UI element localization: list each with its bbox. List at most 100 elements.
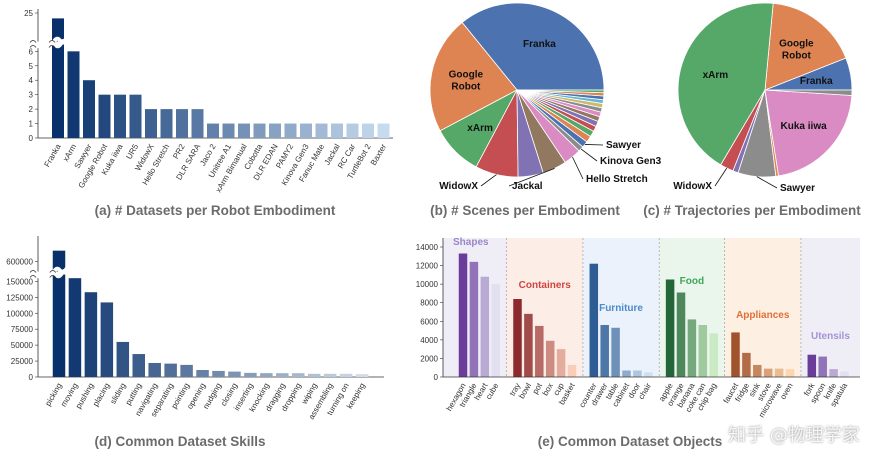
slice-label: Google Robot [779, 38, 814, 61]
bar [763, 368, 773, 377]
bar [633, 370, 642, 377]
slice-label: Google Robot [449, 70, 484, 93]
bar [253, 123, 266, 138]
group-label: Containers [519, 280, 572, 291]
bar [67, 51, 80, 139]
bar [284, 123, 297, 138]
bar [307, 373, 321, 377]
slice-label: Franka [800, 76, 833, 87]
bar [818, 356, 827, 377]
bar [116, 341, 130, 377]
y-tick-label: 0 [29, 134, 34, 143]
chart-e-dataset-objects: ShapeshexagontriangleheartcubeContainers… [416, 237, 860, 449]
bar [83, 80, 95, 138]
pie-slice [429, 21, 518, 132]
bar [731, 332, 740, 377]
bar [98, 94, 111, 138]
y-tick-label: 1 [29, 120, 34, 129]
y-tick-label: 2000 [420, 354, 438, 363]
y-tick-label: 150000 [6, 277, 33, 286]
bar [346, 123, 359, 138]
leader-line [480, 174, 497, 187]
slice-label: xArm [703, 70, 729, 81]
y-tick-label: 8000 [420, 299, 438, 308]
chart-title: (c) # Trajectories per Embodiment [643, 203, 861, 218]
leader-line [714, 167, 728, 187]
pie-slice [461, 2, 605, 91]
slice-label: Kinova Gen3 [600, 156, 662, 167]
bar [676, 292, 686, 377]
leader-line [580, 148, 598, 162]
axis-break-mark [29, 270, 37, 278]
bar [292, 373, 305, 377]
bar [709, 333, 718, 377]
axis-break-mark [48, 264, 94, 279]
slice-label: Franka [523, 39, 556, 50]
chart-c-trajectories-pie: Franka Google Robot xArm WidowX Sawyer Kuka ii… [643, 2, 861, 218]
bar [622, 370, 631, 377]
bar [84, 292, 98, 377]
bar [276, 373, 289, 377]
chart-title: (d) Common Dataset Skills [94, 434, 265, 449]
axis-break-mark [48, 40, 56, 48]
bar [480, 276, 490, 377]
bar [829, 369, 838, 377]
bar [148, 362, 161, 377]
slice-label: WidowX [673, 181, 712, 192]
y-tick-label: 0 [434, 373, 439, 382]
bar [196, 369, 209, 377]
chart-d-dataset-skills: 0 25000 50000 75000 100000 125000 150000 600000… [6, 236, 384, 449]
watermark: 知乎 @物理学家 [728, 425, 860, 446]
slice-label: Jackal [512, 181, 543, 192]
bar [207, 123, 219, 138]
y-tick-label: 50000 [11, 341, 34, 350]
x-tick-label: Franka [42, 142, 63, 169]
bar [589, 263, 599, 377]
bar [145, 109, 157, 138]
slice-label: xArm [467, 123, 493, 134]
y-tick-label: 10000 [416, 280, 439, 289]
y-tick-label: 600000 [6, 257, 33, 266]
bar [52, 18, 64, 138]
bar [260, 373, 273, 377]
y-tick-label: 0 [29, 373, 34, 382]
pie-slice [764, 2, 847, 91]
bar [132, 354, 145, 377]
chart-title: (e) Common Dataset Objects [538, 434, 723, 449]
bar [180, 364, 193, 377]
bar [469, 261, 479, 377]
bar [491, 284, 500, 377]
bar [458, 253, 468, 377]
group-label: Food [680, 276, 704, 287]
bar [545, 340, 555, 377]
y-tick-label: 4 [29, 76, 34, 85]
bar [331, 123, 343, 138]
bar [840, 371, 849, 377]
y-tick-label: 4000 [420, 336, 438, 345]
bar [535, 325, 544, 377]
slice-label: Sawyer [606, 140, 641, 151]
x-tick-label: cube [484, 381, 501, 401]
bar [323, 373, 337, 377]
bar [212, 370, 225, 377]
bar [129, 94, 142, 138]
slice-label: WidowX [439, 181, 478, 192]
bar [611, 327, 620, 377]
pie-slice [764, 89, 853, 177]
group-label: Shapes [453, 237, 489, 248]
y-tick-label: 125000 [6, 293, 33, 302]
pie-slice [677, 2, 774, 166]
axis-break-mark [49, 270, 57, 278]
x-tick-label: chair [637, 381, 654, 401]
leader-line [756, 176, 778, 189]
bar [362, 123, 374, 138]
bar [524, 313, 533, 377]
y-tick-label: 75000 [11, 325, 34, 334]
bar [644, 372, 653, 377]
chart-title: (b) # Scenes per Embodiment [430, 203, 620, 218]
bar [315, 123, 328, 138]
bar [114, 94, 126, 138]
bar [238, 123, 250, 138]
group-background [800, 238, 860, 377]
bar [698, 325, 708, 377]
